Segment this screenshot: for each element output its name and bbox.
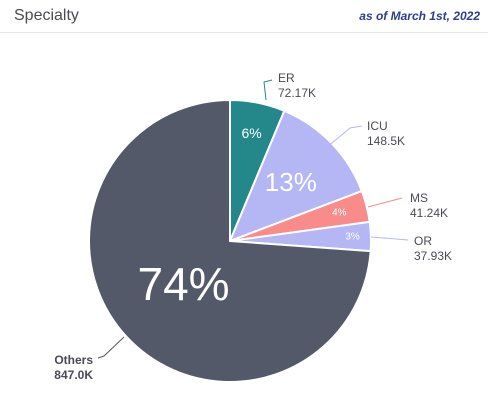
leader-line-icu — [325, 125, 363, 149]
as-of-date: as of March 1st, 2022 — [359, 9, 480, 23]
pie-slice-others[interactable] — [88, 98, 372, 383]
slice-name-er: ER — [278, 71, 295, 85]
leader-line-others — [97, 336, 125, 359]
slice-name-or: OR — [414, 234, 432, 248]
slice-name-ms: MS — [410, 191, 428, 205]
slice-name-others: Others — [54, 353, 93, 367]
slice-value-er: 72.17K — [278, 86, 316, 100]
pct-label-others: 74% — [138, 258, 230, 310]
slice-name-icu: ICU — [367, 119, 388, 133]
leader-line-er — [263, 79, 273, 101]
leader-line-ms — [367, 197, 403, 208]
pct-label-er: 6% — [241, 125, 261, 141]
leader-line-or — [370, 236, 409, 241]
slice-value-icu: 148.5K — [367, 134, 405, 148]
slice-value-or: 37.93K — [414, 249, 452, 263]
chart-title: Specialty — [14, 7, 79, 24]
slice-value-others: 847.0K — [54, 368, 93, 382]
chart-header: Specialty as of March 1st, 2022 — [0, 0, 488, 33]
pct-label-icu: 13% — [265, 167, 317, 197]
pct-label-or: 3% — [345, 232, 360, 243]
pct-label-ms: 4% — [332, 208, 347, 219]
slice-value-ms: 41.24K — [410, 206, 448, 220]
